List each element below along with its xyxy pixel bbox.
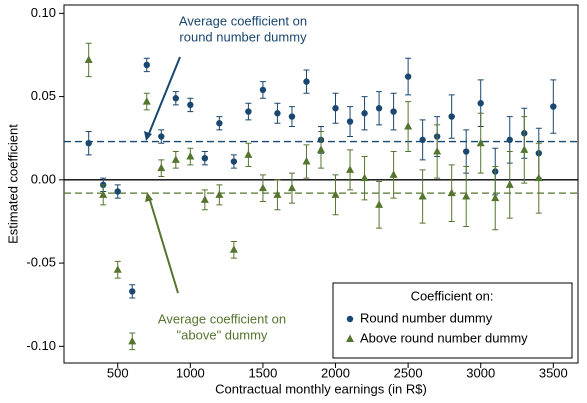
legend-title: Coefficient on: [411,288,494,303]
point [462,191,471,200]
annotation-arrow [148,196,179,294]
point [418,191,427,200]
point [477,100,484,107]
point [157,163,166,172]
point [113,265,122,273]
annotation: Average coefficient on [179,13,307,28]
point [201,154,209,162]
point [520,145,529,153]
point [142,97,151,105]
plot-frame [63,4,579,364]
annotation: round number dummy [179,29,307,44]
point [99,190,108,198]
point [143,61,150,69]
legend-box [332,282,573,359]
point [389,170,398,178]
point [433,147,442,155]
legend-label: Above round number dummy [360,330,528,345]
x-tick-label: 3000 [466,365,495,380]
x-tick-label: 2000 [321,365,350,380]
point [346,118,354,125]
point [303,78,310,85]
arrow-head [145,192,153,202]
y-tick-label: 0.10 [31,5,56,20]
y-tick-label: 0.05 [31,88,56,103]
annotation: "above" dummy [177,327,268,342]
point [186,152,195,160]
point [448,113,455,120]
point [375,200,384,208]
point [390,108,397,115]
point [172,95,180,102]
point [447,188,456,197]
point [114,188,121,195]
point [129,288,136,295]
point [244,150,253,158]
x-axis-label: Contractual monthly earnings (in R$) [215,381,427,396]
x-tick-label: 1500 [248,365,277,380]
x-tick-label: 2500 [394,365,423,380]
point [375,105,383,112]
point [171,155,180,163]
point [229,245,238,253]
point [288,113,296,120]
point [274,110,281,117]
point [187,101,194,109]
point [158,133,165,140]
point [346,165,355,173]
x-tick-label: 1000 [176,365,205,380]
point [534,173,543,182]
point [259,86,267,94]
point [462,148,470,155]
point [273,190,282,198]
point [404,73,412,80]
point [85,140,92,147]
legend-marker [346,334,354,342]
annotation: Average coefficient on [158,311,286,326]
y-tick-label: -0.05 [26,255,56,270]
point [200,195,209,203]
legend-label: Round number dummy [360,310,493,325]
point [404,122,413,130]
point [84,55,93,63]
y-tick-label: 0.00 [31,171,56,186]
point [317,145,325,153]
point [258,183,267,192]
point [505,180,514,188]
point [550,103,557,110]
point [128,336,137,345]
point [491,193,500,202]
x-tick-label: 3500 [539,365,568,380]
point [245,108,252,115]
point [287,183,296,192]
point [216,120,223,127]
point [230,158,238,165]
point [476,138,485,147]
point [506,136,513,144]
x-tick-label: 500 [107,365,129,380]
point [419,136,426,144]
point [332,105,339,112]
point [215,190,224,198]
y-axis-label: Estimated coefficient [5,124,20,244]
annotation-arrow [147,56,181,137]
point [360,173,369,182]
legend-marker [346,315,354,323]
point [331,190,340,198]
arrow-head [144,131,152,141]
point [302,157,311,165]
y-tick-label: -0.10 [26,338,56,353]
point [361,110,368,117]
